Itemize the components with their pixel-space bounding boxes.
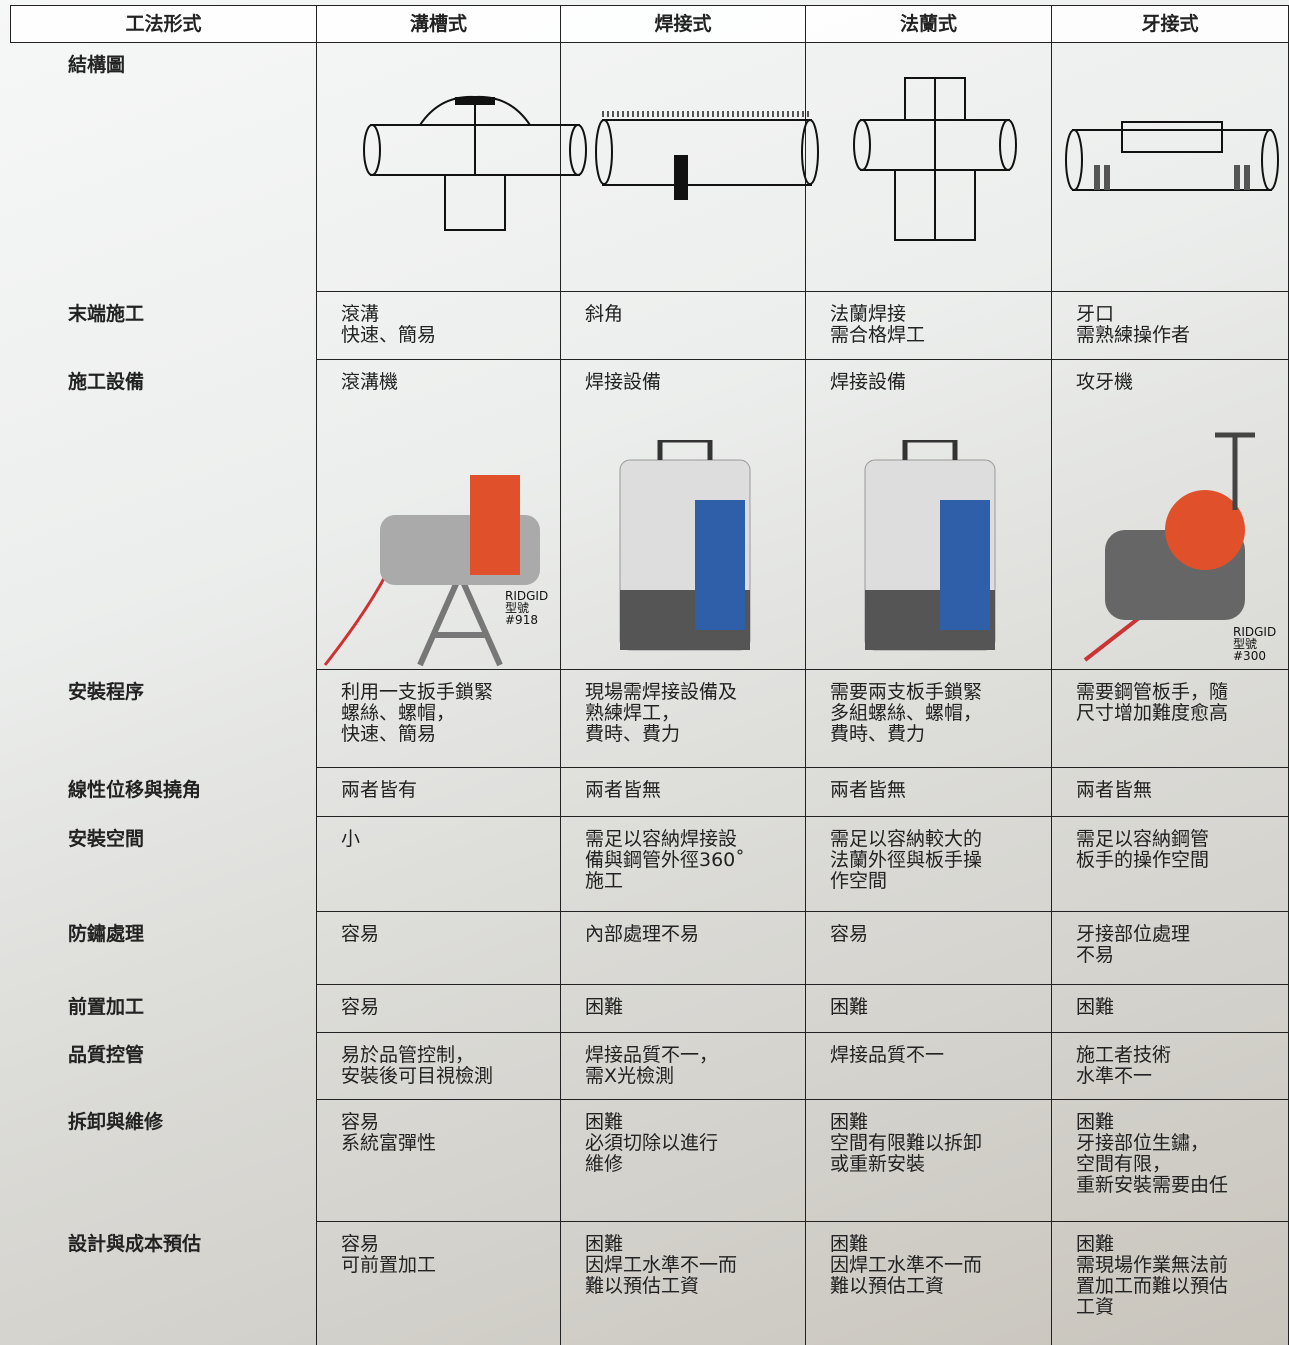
table-cell: 牙接部位處理 不易 [1052,912,1289,985]
row-label: 前置加工 [10,985,317,1033]
table-cell: 容易 [806,912,1052,985]
table-cell: 容易 系統富彈性 [317,1100,561,1222]
header-cell: 溝槽式 [317,5,561,43]
table-cell: 困難 牙接部位生鏽， 空間有限， 重新安裝需要由任 [1052,1100,1289,1222]
diagram-threaded [1065,121,1279,191]
table-cell: 需要鋼管板手，隨 尺寸增加難度愈高 [1052,670,1289,768]
image-caption: RIDGID 型號 #918 [505,589,549,627]
table-cell: 需要兩支板手鎖緊 多組螺絲、螺帽， 費時、費力 [806,670,1052,768]
table-cell: 斜角 [561,292,806,360]
row-label: 結構圖 [10,43,317,292]
row-label: 拆卸與維修 [10,1100,317,1222]
table-cell: 困難 因焊工水準不一而 難以預估工資 [806,1222,1052,1345]
table-cell: 困難 必須切除以進行 維修 [561,1100,806,1222]
table-cell: 內部處理不易 [561,912,806,985]
header-cell: 工法形式 [10,5,317,43]
table-cell: 兩者皆有 [317,768,561,817]
table-cell: 需足以容納較大的 法蘭外徑與板手操 作空間 [806,817,1052,912]
table-cell: 容易 [317,912,561,985]
table-cell: 焊接品質不一 [806,1033,1052,1100]
row-label: 末端施工 [10,292,317,360]
table-cell [561,43,806,292]
table-cell: 需足以容納焊接設 備與鋼管外徑360˚ 施工 [561,817,806,912]
table-cell: 容易 [317,985,561,1033]
table-cell: 兩者皆無 [1052,768,1289,817]
table-cell: 兩者皆無 [561,768,806,817]
table-cell [317,43,561,292]
table-cell: 牙口 需熟練操作者 [1052,292,1289,360]
row-label: 施工設備 [10,360,317,670]
table-cell: 滾溝 快速、簡易 [317,292,561,360]
threading-machine [1083,432,1255,662]
table-cell: 易於品管控制， 安裝後可目視檢測 [317,1033,561,1100]
row-label: 設計與成本預估 [10,1222,317,1345]
header-cell: 牙接式 [1052,5,1289,43]
welding-machine [619,440,751,651]
row-label: 防鏽處理 [10,912,317,985]
header-cell: 法蘭式 [806,5,1052,43]
table-cell: 困難 需現場作業無法前 置加工而難以預估 工資 [1052,1222,1289,1345]
diagram-welded [595,111,819,200]
image-caption: RIDGID 型號 #300 [1233,625,1277,663]
table-cell: 焊接設備 [561,360,806,670]
table-cell: 困難 因焊工水準不一而 難以預估工資 [561,1222,806,1345]
diagram-grooved [363,95,587,231]
header-cell: 焊接式 [561,5,806,43]
table-cell: 利用一支扳手鎖緊 螺絲、螺帽， 快速、簡易 [317,670,561,768]
table-cell: 需足以容納鋼管 板手的操作空間 [1052,817,1289,912]
table-cell: 現場需焊接設備及 熟練焊工， 費時、費力 [561,670,806,768]
row-label: 安裝程序 [10,670,317,768]
table-cell: 小 [317,817,561,912]
table-cell: 容易 可前置加工 [317,1222,561,1345]
table-cell [806,43,1052,292]
row-label: 線性位移與撓角 [10,768,317,817]
welding-machine [864,440,996,651]
table-cell: 滾溝機 [317,360,561,670]
diagram-flanged [853,77,1017,241]
grooving-machine [323,475,540,667]
row-label: 品質控管 [10,1033,317,1100]
table-cell: 施工者技術 水準不一 [1052,1033,1289,1100]
table-cell: 困難 [561,985,806,1033]
table-cell: 困難 空間有限難以拆卸 或重新安裝 [806,1100,1052,1222]
table-cell: 困難 [1052,985,1289,1033]
table-cell: 焊接設備 [806,360,1052,670]
table-cell: 法蘭焊接 需合格焊工 [806,292,1052,360]
table-cell: 困難 [806,985,1052,1033]
table-cell: 焊接品質不一， 需X光檢測 [561,1033,806,1100]
row-label: 安裝空間 [10,817,317,912]
table-cell: 兩者皆無 [806,768,1052,817]
